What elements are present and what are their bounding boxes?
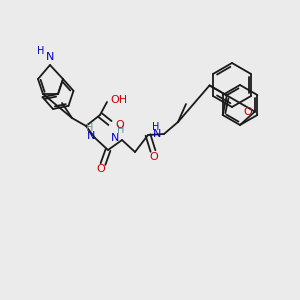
Text: H: H (37, 46, 45, 56)
Text: O: O (97, 164, 105, 174)
Text: O: O (150, 152, 158, 162)
Text: O: O (115, 120, 124, 130)
Text: N: N (46, 52, 54, 62)
Text: O: O (243, 106, 252, 117)
Text: N: N (111, 133, 119, 143)
Text: H: H (152, 122, 160, 132)
Text: N: N (87, 131, 95, 141)
Text: H: H (117, 125, 125, 135)
Text: N: N (153, 129, 161, 139)
Text: OH: OH (110, 95, 127, 105)
Text: H: H (86, 123, 94, 133)
